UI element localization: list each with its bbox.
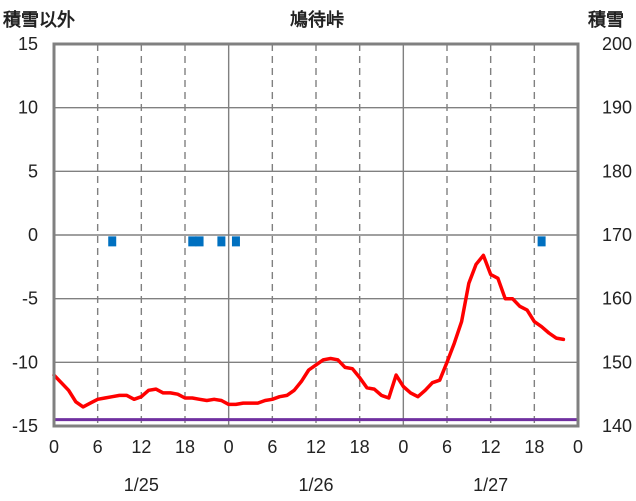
date-label: 1/25 <box>124 475 159 495</box>
y-right-tick-label: 190 <box>602 98 632 118</box>
marker-point <box>537 236 546 247</box>
x-tick-label: 18 <box>524 437 544 457</box>
series-line-1 <box>52 253 566 409</box>
y-left-tick-label: 0 <box>28 225 38 245</box>
y-right-tick-label: 140 <box>602 416 632 436</box>
y-axis-left-title: 積雪以外 <box>2 9 75 30</box>
y-axis-right-labels: 200 190 180 170 160 150 140 <box>602 34 632 436</box>
y-axis-right-title: 積雪 <box>587 9 624 30</box>
y-left-tick-label: 10 <box>18 98 38 118</box>
marker-point <box>188 236 197 247</box>
marker-point <box>217 236 226 247</box>
x-tick-label: 18 <box>350 437 370 457</box>
date-label: 1/27 <box>473 475 508 495</box>
x-tick-label: 6 <box>442 437 452 457</box>
x-tick-label: 6 <box>93 437 103 457</box>
plot-frame <box>52 42 580 428</box>
grid <box>54 44 578 426</box>
y-left-tick-label: -10 <box>12 352 38 372</box>
y-left-tick-label: -5 <box>22 289 38 309</box>
y-axis-left-labels: 15 10 5 0 -5 -10 -15 <box>12 34 38 436</box>
y-left-tick-label: 5 <box>28 161 38 181</box>
chart-title: 鳩待峠 <box>290 9 344 30</box>
y-left-tick-label: 15 <box>18 34 38 54</box>
y-right-tick-label: 150 <box>602 352 632 372</box>
marker-point <box>108 236 117 247</box>
x-axis-labels: 0 6 12 18 0 6 12 18 0 6 12 18 0 <box>49 437 583 457</box>
x-tick-label: 0 <box>224 437 234 457</box>
marker-point <box>231 236 240 247</box>
date-label: 1/26 <box>298 475 333 495</box>
y-right-tick-label: 200 <box>602 34 632 54</box>
x-tick-label: 0 <box>49 437 59 457</box>
date-labels: 1/25 1/26 1/27 <box>124 475 508 495</box>
y-right-tick-label: 180 <box>602 161 632 181</box>
y-left-tick-label: -15 <box>12 416 38 436</box>
marker-point <box>195 236 204 247</box>
y-right-tick-label: 170 <box>602 225 632 245</box>
x-tick-label: 12 <box>306 437 326 457</box>
series-layer <box>52 236 580 422</box>
y-right-tick-label: 160 <box>602 289 632 309</box>
x-tick-label: 0 <box>573 437 583 457</box>
x-tick-label: 18 <box>175 437 195 457</box>
x-tick-label: 0 <box>398 437 408 457</box>
x-tick-label: 12 <box>481 437 501 457</box>
x-tick-label: 6 <box>267 437 277 457</box>
x-tick-label: 12 <box>131 437 151 457</box>
